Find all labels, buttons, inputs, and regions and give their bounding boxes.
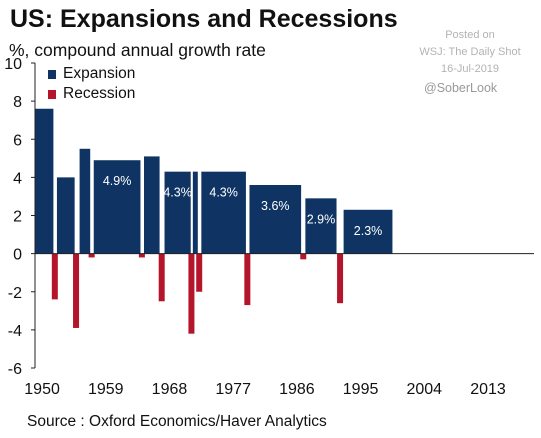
x-tick-label: 1950: [24, 381, 60, 398]
expansion-bar: [35, 108, 54, 254]
x-tick-label: 1968: [152, 381, 188, 398]
legend: Expansion Recession: [48, 64, 135, 104]
expansion-bar: [93, 160, 141, 254]
expansion-bar: [192, 171, 198, 254]
recession-bar: [88, 253, 95, 258]
recession-bar: [73, 253, 80, 328]
x-tick-label: 1977: [215, 381, 251, 398]
y-tick-label: 6: [13, 132, 22, 149]
x-tick-label: 1959: [88, 381, 124, 398]
recession-bar: [337, 253, 344, 304]
recession-bar: [51, 253, 58, 300]
x-tick-label: 2013: [470, 381, 506, 398]
y-tick-label: -6: [8, 361, 22, 378]
expansion-bar: [305, 198, 337, 254]
bar-value-label: 2.3%: [354, 224, 383, 238]
legend-item-recession: Recession: [48, 84, 135, 104]
chart-title: US: Expansions and Recessions: [10, 5, 398, 33]
x-tick-label: 1986: [279, 381, 315, 398]
x-tick-label: 1995: [343, 381, 379, 398]
recession-bar: [158, 253, 165, 302]
y-tick-label: -4: [8, 323, 22, 340]
y-axis-unit-label: %, compound annual growth rate: [9, 40, 266, 60]
expansion-bar: [249, 185, 302, 254]
legend-item-expansion: Expansion: [48, 64, 135, 84]
y-tick-label: 2: [13, 209, 22, 226]
y-tick-label: -2: [8, 285, 22, 302]
expansion-bar: [201, 171, 246, 254]
source-note: Source : Oxford Economics/Haver Analytic…: [27, 413, 327, 430]
expansion-bar: [164, 171, 191, 254]
x-tick-label: 2004: [406, 381, 442, 398]
recession-bar: [300, 253, 307, 260]
y-tick-label: 8: [13, 94, 22, 111]
legend-swatch-recession: [48, 89, 56, 99]
legend-label-recession: Recession: [63, 85, 136, 102]
expansion-bar: [56, 177, 75, 254]
bar-value-label: 4.3%: [163, 186, 192, 200]
y-tick-label: 10: [4, 56, 22, 73]
y-tick-label: 0: [13, 247, 22, 264]
expansion-bar: [79, 148, 91, 254]
recession-bar: [244, 253, 251, 306]
bar-value-label: 4.3%: [209, 186, 238, 200]
posted-source: WSJ: The Daily Shot: [419, 46, 521, 58]
y-tick-label: 4: [13, 170, 22, 187]
legend-label-expansion: Expansion: [63, 65, 136, 82]
expansion-bar: [343, 209, 393, 254]
recession-bar: [196, 253, 203, 292]
bar-value-label: 4.9%: [103, 174, 132, 188]
posted-note: Posted on WSJ: The Daily Shot 16-Jul-201…: [415, 27, 525, 78]
recession-bar: [138, 253, 145, 258]
legend-swatch-expansion: [48, 69, 56, 79]
expansion-bar: [144, 156, 160, 254]
posted-label: Posted on: [445, 29, 495, 41]
watermark-handle: @SoberLook: [424, 81, 498, 95]
recession-bar: [188, 253, 195, 334]
bar-value-label: 2.9%: [307, 212, 336, 226]
bar-value-label: 3.6%: [261, 199, 290, 213]
posted-date: 16-Jul-2019: [440, 63, 500, 75]
